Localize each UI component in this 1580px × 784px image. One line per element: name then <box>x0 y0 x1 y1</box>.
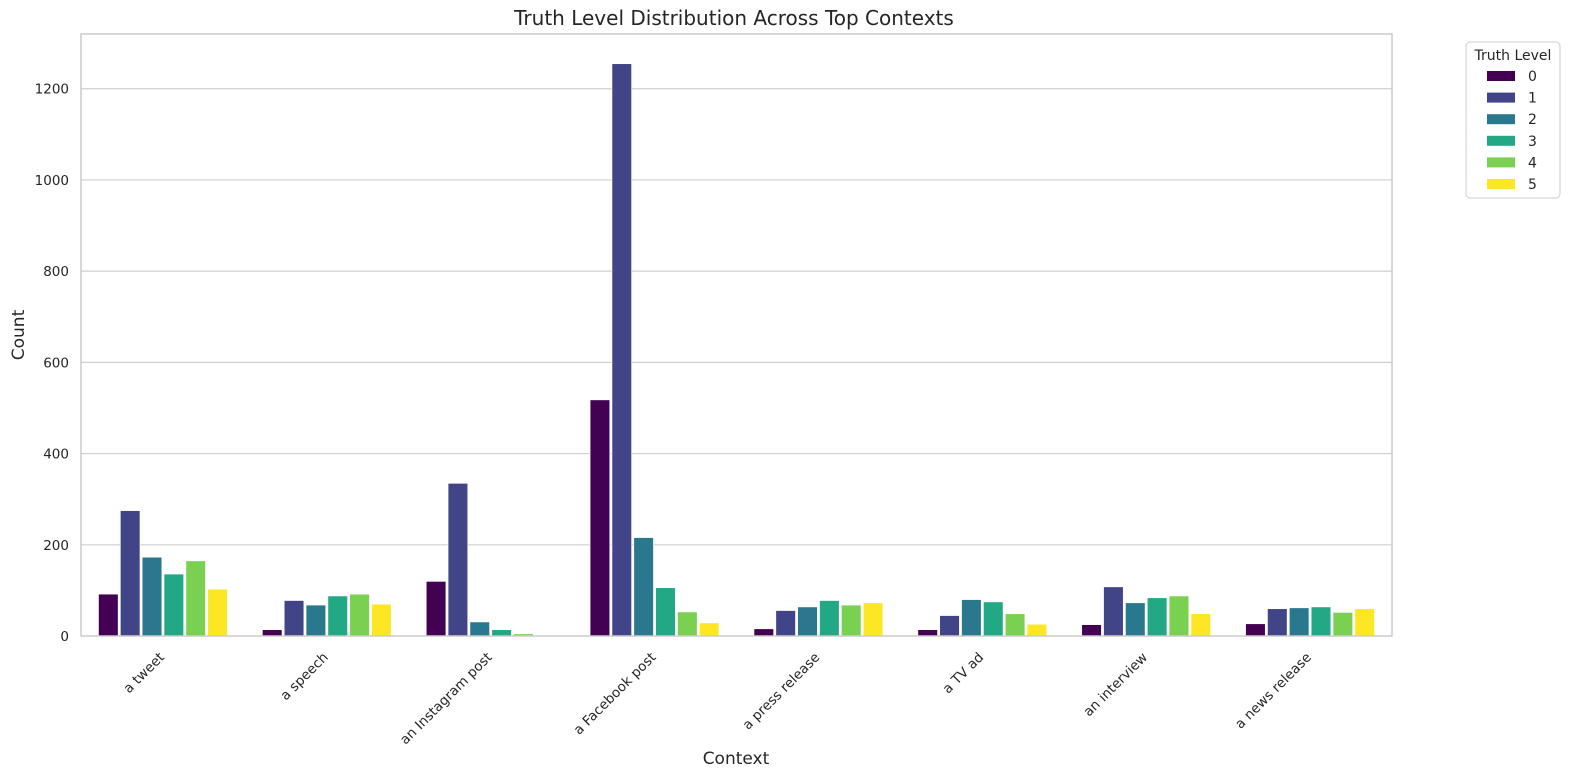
bar-0-level-0 <box>97 593 119 637</box>
bar-4-level-3 <box>819 600 840 637</box>
bar-0-level-2 <box>141 556 163 637</box>
bar-4-level-0 <box>753 628 775 637</box>
bar-1-level-3 <box>327 595 349 637</box>
y-axis-ticks: 0 200 400 600 800 1000 1200 <box>35 82 69 645</box>
x-tick-label: a speech <box>277 650 331 704</box>
bar-0-level-5 <box>207 588 228 637</box>
bar-3-level-0 <box>589 399 611 637</box>
bar-0-level-4 <box>185 560 207 637</box>
bar-1-level-1 <box>283 600 305 637</box>
bar-5-level-2 <box>961 599 982 637</box>
legend-swatch-0 <box>1487 71 1515 81</box>
bar-5-level-3 <box>982 601 1004 637</box>
legend-label: 2 <box>1528 112 1537 128</box>
bar-1-level-5 <box>371 603 392 637</box>
bar-4-level-5 <box>862 602 884 637</box>
bars <box>97 63 1376 637</box>
bar-5-level-5 <box>1026 623 1048 637</box>
bar-0-level-1 <box>119 510 141 637</box>
bar-7-level-4 <box>1332 611 1354 637</box>
bar-3-level-5 <box>698 622 720 637</box>
bar-3-level-3 <box>655 587 676 637</box>
y-tick-label: 800 <box>43 264 69 280</box>
gridlines <box>81 88 1392 546</box>
y-tick-label: 1200 <box>35 82 69 98</box>
bar-1-level-0 <box>261 629 283 637</box>
bar-2-level-1 <box>447 482 469 637</box>
bar-2-level-0 <box>425 580 447 637</box>
x-tick-label: an Instagram post <box>397 650 495 748</box>
bar-4-level-2 <box>797 606 818 637</box>
y-axis-label: Count <box>9 309 29 360</box>
bar-6-level-3 <box>1146 597 1168 637</box>
bar-0-level-3 <box>163 573 185 637</box>
bar-5-level-0 <box>917 629 939 637</box>
y-tick-label: 200 <box>43 538 69 554</box>
bar-6-level-0 <box>1081 624 1102 637</box>
x-tick-label: a tweet <box>121 650 168 697</box>
x-tick-label: a Facebook post <box>571 650 660 739</box>
legend-swatch-1 <box>1487 92 1515 103</box>
bar-1-level-4 <box>349 593 370 637</box>
chart-title: Truth Level Distribution Across Top Cont… <box>513 6 954 30</box>
x-tick-label: a press release <box>740 650 824 734</box>
bar-3-level-4 <box>677 611 698 637</box>
legend-swatch-5 <box>1487 179 1515 189</box>
legend-label: 1 <box>1528 91 1537 107</box>
bar-7-level-5 <box>1354 608 1376 637</box>
bar-4-level-1 <box>775 610 796 637</box>
bar-7-level-2 <box>1288 607 1310 637</box>
bar-1-level-2 <box>305 604 327 637</box>
legend-swatch-2 <box>1487 114 1515 125</box>
x-tick-label: an interview <box>1081 650 1151 720</box>
legend-label: 3 <box>1528 134 1537 150</box>
bar-3-level-1 <box>611 63 633 637</box>
bar-6-level-1 <box>1103 586 1124 637</box>
legend-swatch-3 <box>1487 135 1515 146</box>
bar-5-level-1 <box>939 615 960 637</box>
x-axis-ticks: a tweet a speech an Instagram post a Facebo… <box>121 650 1315 748</box>
y-tick-label: 600 <box>43 355 69 371</box>
bar-5-level-4 <box>1004 613 1026 637</box>
bar-3-level-2 <box>633 537 654 637</box>
bar-7-level-3 <box>1310 606 1332 637</box>
bar-2-level-2 <box>469 621 491 637</box>
legend-label: 5 <box>1528 177 1537 193</box>
legend-label: 4 <box>1528 155 1537 171</box>
bar-7-level-1 <box>1266 608 1288 637</box>
x-tick-label: a news release <box>1232 650 1315 733</box>
bar-6-level-5 <box>1190 613 1212 637</box>
bar-2-level-3 <box>491 629 512 637</box>
bar-6-level-2 <box>1124 602 1146 637</box>
legend: Truth Level 0 1 2 3 4 5 <box>1465 41 1561 199</box>
legend-title: Truth Level <box>1474 48 1552 64</box>
x-axis-label: Context <box>703 749 770 769</box>
y-tick-label: 400 <box>43 447 69 463</box>
bar-6-level-4 <box>1168 595 1190 637</box>
y-tick-label: 0 <box>60 629 69 645</box>
bar-7-level-0 <box>1245 623 1266 637</box>
legend-label: 0 <box>1528 69 1537 85</box>
plot-frame <box>80 33 1393 637</box>
legend-items: 0 1 2 3 4 5 <box>1487 69 1537 193</box>
bar-4-level-4 <box>840 604 862 637</box>
y-tick-label: 1000 <box>35 173 69 189</box>
x-tick-label: a TV ad <box>940 650 988 698</box>
legend-swatch-4 <box>1487 157 1515 168</box>
